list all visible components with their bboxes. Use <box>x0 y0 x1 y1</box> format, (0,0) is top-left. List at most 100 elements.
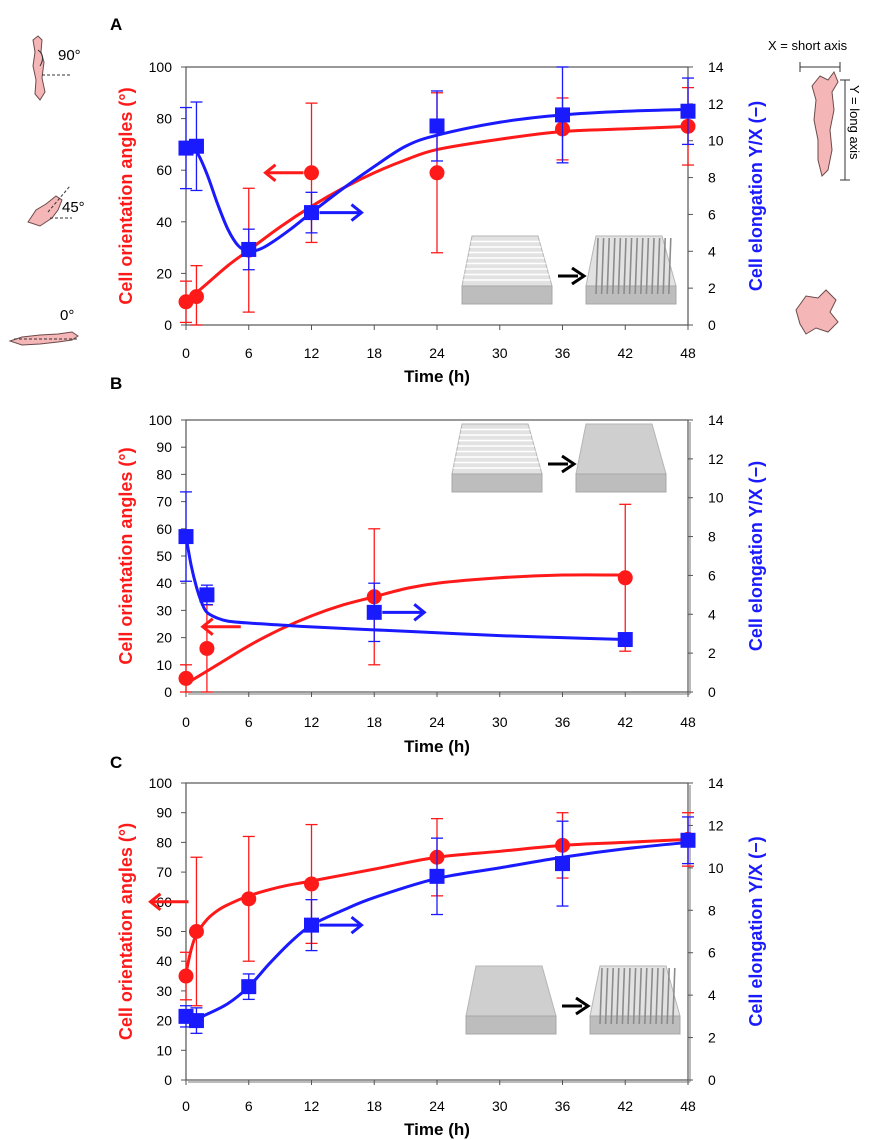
y-right-tick-label: 8 <box>708 529 716 545</box>
y-right-tick-label: 2 <box>708 645 716 661</box>
fit-curve <box>185 573 626 686</box>
data-point <box>429 118 445 134</box>
data-point <box>429 868 445 884</box>
x-tick-label: 6 <box>245 345 253 361</box>
y-right-tick-label: 10 <box>708 860 724 876</box>
y-left-tick-label: 20 <box>156 1013 172 1029</box>
y-left-tick-label: 20 <box>156 265 172 281</box>
series-elongation <box>178 491 633 648</box>
arrow-right-icon <box>548 454 577 474</box>
panel-label: C <box>110 753 122 772</box>
cell-vertical-icon <box>32 35 72 101</box>
substrate-inset <box>451 423 667 493</box>
data-point <box>241 241 257 257</box>
arrow-right-icon <box>319 203 364 222</box>
y-right-tick-label: 14 <box>708 59 724 75</box>
x-tick-label: 0 <box>182 714 190 730</box>
y-left-tick-label: 100 <box>149 412 173 428</box>
angle-45-label: 45° <box>62 199 85 216</box>
data-point <box>241 891 257 907</box>
y-right-axis-label: Cell elongation Y/X (−) <box>746 836 766 1026</box>
x-definition-label: X = short axis <box>768 38 848 53</box>
x-tick-label: 24 <box>429 1098 445 1114</box>
data-point <box>178 529 194 545</box>
y-left-tick-label: 80 <box>156 466 172 482</box>
y-left-tick-label: 0 <box>164 1072 172 1088</box>
x-tick-label: 36 <box>555 345 571 361</box>
x-tick-label: 42 <box>617 345 633 361</box>
y-right-tick-label: 6 <box>708 206 716 222</box>
x-tick-label: 42 <box>617 1098 633 1114</box>
x-axis-label: Time (h) <box>404 367 470 386</box>
substrate-inset <box>461 235 677 305</box>
arrow-left-icon <box>148 892 189 911</box>
data-point <box>429 165 445 181</box>
x-tick-label: 12 <box>304 1098 320 1114</box>
y-right-tick-label: 8 <box>708 902 716 918</box>
data-point <box>304 876 319 892</box>
x-tick-label: 18 <box>366 714 382 730</box>
y-right-tick-label: 2 <box>708 280 716 296</box>
data-point <box>178 968 194 984</box>
data-point <box>680 103 696 119</box>
y-left-tick-label: 60 <box>156 521 172 537</box>
data-point <box>188 138 204 154</box>
x-tick-label: 18 <box>366 345 382 361</box>
y-left-tick-label: 0 <box>164 317 172 333</box>
data-point <box>366 604 382 620</box>
y-left-tick-label: 20 <box>156 630 172 646</box>
y-left-tick-label: 100 <box>149 59 173 75</box>
substrate-flat-icon <box>465 965 557 1035</box>
x-tick-label: 48 <box>680 345 696 361</box>
data-point <box>617 632 633 648</box>
y-right-tick-label: 4 <box>708 606 716 622</box>
y-left-tick-label: 10 <box>156 1042 172 1058</box>
data-point <box>188 924 204 939</box>
y-left-tick-label: 40 <box>156 575 172 591</box>
y-definition-label: Y = long axis <box>847 85 862 160</box>
x-tick-label: 6 <box>245 714 253 730</box>
y-right-tick-label: 6 <box>708 567 716 583</box>
x-tick-label: 48 <box>680 1098 696 1114</box>
x-tick-label: 48 <box>680 714 696 730</box>
substrate-pillars-icon <box>585 235 677 305</box>
arrow-left-icon <box>200 617 241 636</box>
series-elongation <box>178 66 696 271</box>
fit-curve <box>185 107 689 253</box>
x-tick-label: 12 <box>304 345 320 361</box>
x-tick-label: 30 <box>492 1098 508 1114</box>
series-elongation <box>178 816 696 1034</box>
series-orientation <box>178 812 696 1007</box>
data-point <box>617 570 633 586</box>
fit-curve <box>184 536 626 642</box>
side-cells: 90° 45° 0° <box>8 35 85 346</box>
x-tick-label: 30 <box>492 714 508 730</box>
arrow-right-icon <box>382 603 427 622</box>
y-right-axis-label: Cell elongation Y/X (−) <box>746 461 766 651</box>
data-point <box>555 856 570 872</box>
cell-diagonal-icon <box>27 185 72 227</box>
substrate-flat-icon <box>575 423 667 493</box>
y-left-tick-label: 50 <box>156 924 172 940</box>
x-tick-label: 24 <box>429 345 445 361</box>
y-right-tick-label: 0 <box>708 684 716 700</box>
y-right-tick-label: 14 <box>708 775 724 791</box>
angle-90-label: 90° <box>58 47 81 64</box>
y-right-axis-label: Cell elongation Y/X (−) <box>746 101 766 291</box>
y-left-tick-label: 90 <box>156 439 172 455</box>
data-point <box>178 670 194 686</box>
right-cells: X = short axis Y = long axis <box>768 38 862 335</box>
data-point <box>555 107 570 123</box>
substrate-grooved-icon <box>461 235 553 305</box>
data-point <box>680 832 696 848</box>
angle-0-label: 0° <box>60 307 74 324</box>
y-right-tick-label: 8 <box>708 170 716 186</box>
x-tick-label: 24 <box>429 714 445 730</box>
data-point <box>199 640 215 656</box>
y-right-tick-label: 14 <box>708 412 724 428</box>
x-tick-label: 0 <box>182 1098 190 1114</box>
arrow-right-icon <box>319 915 364 935</box>
